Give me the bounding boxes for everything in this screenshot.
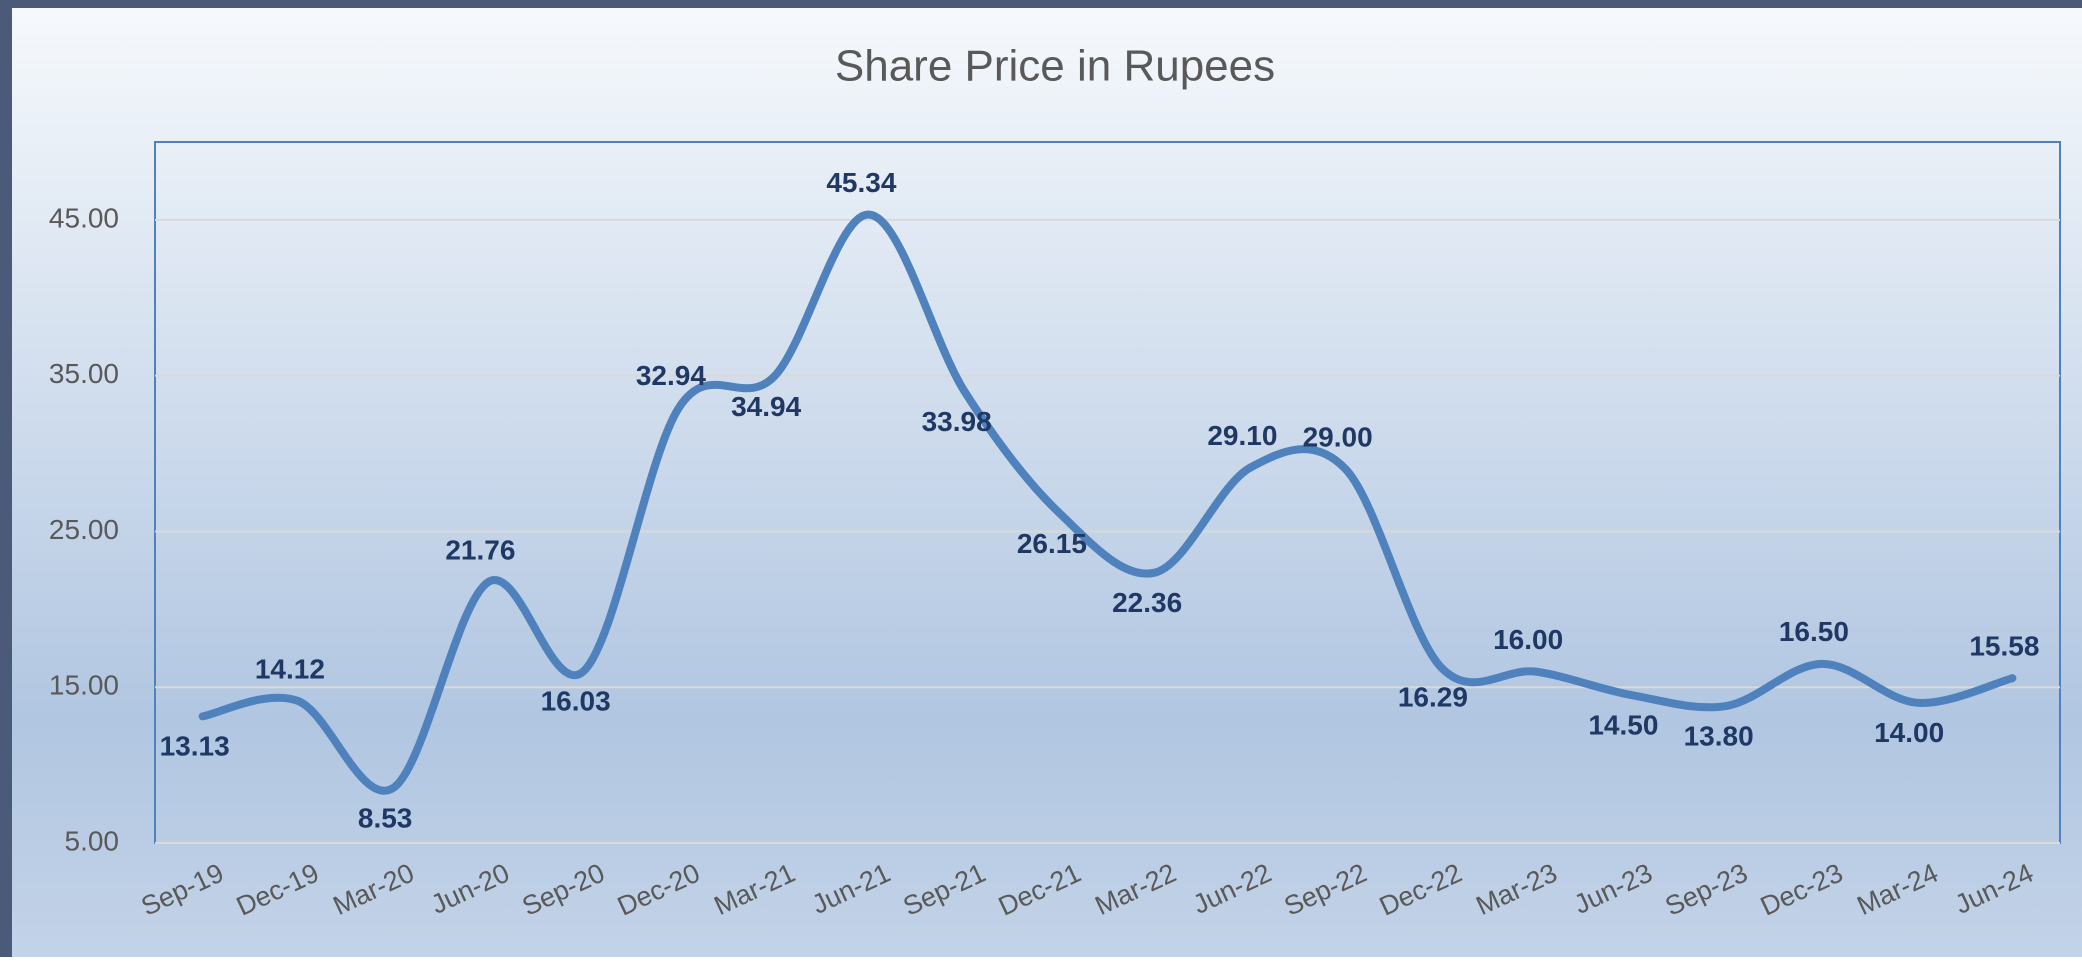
data-label: 16.00 [1493, 624, 1563, 655]
y-tick-label: 15.00 [49, 670, 119, 701]
data-label: 32.94 [636, 360, 706, 391]
y-tick-label: 45.00 [49, 202, 119, 233]
data-label: 14.00 [1874, 717, 1944, 748]
data-label: 26.15 [1017, 528, 1087, 559]
data-label: 13.13 [160, 731, 230, 762]
line-series [198, 210, 2017, 795]
chart-background [12, 8, 2082, 957]
data-label: 16.50 [1779, 616, 1849, 647]
data-label: 14.12 [255, 653, 325, 684]
y-tick-label: 5.00 [65, 825, 120, 856]
data-label: 34.94 [731, 391, 801, 422]
data-label: 14.50 [1588, 709, 1658, 740]
data-label: 15.58 [1969, 631, 2039, 662]
data-label: 16.03 [541, 686, 611, 717]
data-label: 21.76 [445, 534, 515, 565]
data-label: 33.98 [922, 406, 992, 437]
data-label: 45.34 [826, 167, 896, 198]
y-tick-label: 35.00 [49, 358, 119, 389]
chart-title: Share Price in Rupees [835, 42, 1275, 91]
data-label: 13.80 [1684, 720, 1754, 751]
data-label: 8.53 [358, 802, 413, 833]
data-label: 16.29 [1398, 682, 1468, 713]
data-label: 29.00 [1303, 422, 1373, 453]
data-label: 29.10 [1207, 420, 1277, 451]
data-label: 22.36 [1112, 587, 1182, 618]
y-tick-label: 25.00 [49, 514, 119, 545]
